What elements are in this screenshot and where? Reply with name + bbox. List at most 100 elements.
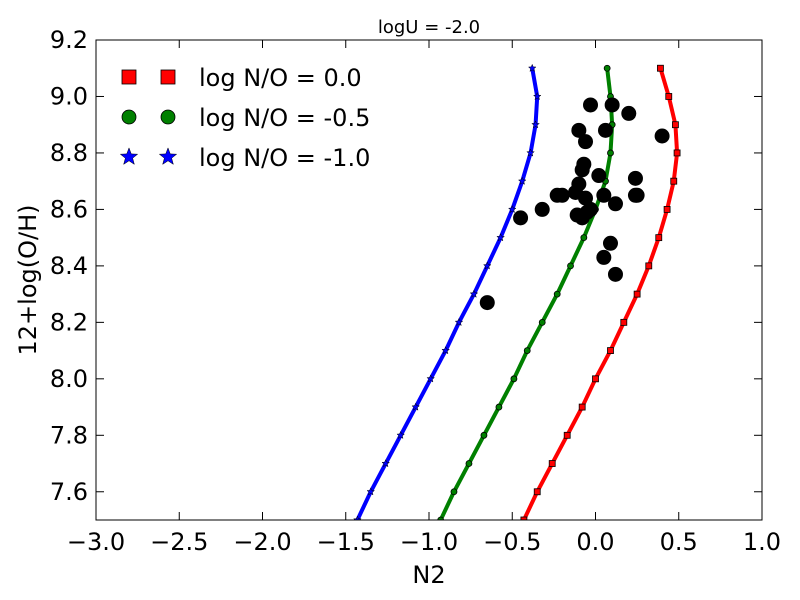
series-1-marker-10 xyxy=(580,234,588,242)
series-2-marker-7 xyxy=(454,317,464,327)
series-2-marker-4 xyxy=(411,402,421,411)
x-axis-label: N2 xyxy=(412,561,445,589)
series-2-marker-16 xyxy=(527,63,537,72)
series-1-marker-5 xyxy=(510,375,518,383)
legend-label-2: log N/O = -1.0 xyxy=(199,144,370,172)
x-tick-label-1: −2.5 xyxy=(150,528,208,556)
y-tick-label-8: 9.2 xyxy=(50,26,88,54)
series-2-marker-14 xyxy=(531,120,540,129)
series-1-marker-8 xyxy=(553,290,561,298)
series-2-marker-15 xyxy=(532,91,542,101)
legend-marker-1-b xyxy=(160,109,176,125)
series-1-marker-4 xyxy=(495,403,503,411)
x-tick-label-2: −2.0 xyxy=(233,528,291,556)
observation-point-21 xyxy=(607,196,623,212)
series-2-marker-12 xyxy=(517,176,527,185)
series-1-marker-6 xyxy=(523,347,531,354)
y-tick-label-1: 7.8 xyxy=(50,421,88,449)
series-2-marker-11 xyxy=(507,204,517,214)
y-tick-label-3: 8.2 xyxy=(50,308,88,336)
legend-entry-2: log N/O = -1.0 xyxy=(119,144,370,172)
series-2-marker-13 xyxy=(526,148,535,157)
observation-point-14 xyxy=(571,122,587,138)
series-0-marker-9 xyxy=(645,262,653,270)
x-tick-label-5: −0.5 xyxy=(483,528,541,556)
series-1-marker-13 xyxy=(607,149,614,157)
series-2-marker-3 xyxy=(396,430,406,440)
x-tick-label-3: −1.5 xyxy=(317,528,375,556)
y-tick-label-6: 8.8 xyxy=(50,139,88,167)
series-0-marker-16 xyxy=(657,64,664,72)
legend-label-0: log N/O = 0.0 xyxy=(199,64,362,92)
observation-point-4 xyxy=(554,187,570,203)
x-tick-label-0: −3.0 xyxy=(67,528,125,556)
series-2-marker-2 xyxy=(381,458,391,468)
series-0-marker-4 xyxy=(578,403,586,411)
legend: log N/O = 0.0 log N/O = -0.5 log N/O = -1.… xyxy=(119,64,370,172)
legend-marker-0-a xyxy=(121,69,137,85)
series-0-marker-15 xyxy=(665,93,673,100)
observation-point-1 xyxy=(513,210,529,226)
observation-point-2 xyxy=(534,201,550,217)
series-2-marker-10 xyxy=(496,233,505,242)
series-1-marker-3 xyxy=(480,431,488,439)
observation-point-26 xyxy=(627,170,643,186)
x-tick-label-4: −1.0 xyxy=(400,528,458,556)
series-0-marker-8 xyxy=(633,290,641,298)
legend-entry-0: log N/O = 0.0 xyxy=(121,64,362,92)
observation-point-15 xyxy=(578,134,594,150)
tick-layer: −3.0 −2.5 −2.0 −1.5 −1.0 −0.5 0.0 0.5 1.0 7.6 7.8 8… xyxy=(50,26,781,556)
series-0 xyxy=(520,64,681,520)
y-tick-label-2: 8.0 xyxy=(50,365,88,393)
observations-layer xyxy=(479,97,670,311)
legend-marker-2-b xyxy=(158,147,178,165)
legend-label-1: log N/O = -0.5 xyxy=(199,104,370,132)
y-tick-label-4: 8.4 xyxy=(50,252,88,280)
series-2-marker-1 xyxy=(366,487,376,496)
series-2-marker-6 xyxy=(441,345,451,355)
x-tick-label-8: 1.0 xyxy=(743,528,781,556)
series-2-marker-9 xyxy=(482,261,492,270)
series-layer xyxy=(353,63,681,520)
series-0-marker-11 xyxy=(663,206,671,213)
series-2-marker-5 xyxy=(426,374,436,383)
observation-point-18 xyxy=(596,187,612,203)
series-0-marker-1 xyxy=(533,488,541,496)
series-0-marker-12 xyxy=(670,177,678,185)
series-0-marker-13 xyxy=(673,149,681,157)
series-0-marker-14 xyxy=(672,121,679,129)
series-0-marker-6 xyxy=(607,347,614,354)
observation-point-11 xyxy=(578,190,594,206)
series-2-marker-0 xyxy=(353,515,362,520)
series-0-marker-5 xyxy=(592,375,599,383)
series-2-marker-8 xyxy=(469,289,479,298)
y-axis-label: 12+log(O/H) xyxy=(14,205,42,356)
observation-point-10 xyxy=(583,201,599,217)
legend-entry-1: log N/O = -0.5 xyxy=(121,104,370,132)
series-1 xyxy=(437,64,616,520)
observation-point-17 xyxy=(591,168,607,184)
x-tick-label-7: 0.5 xyxy=(660,528,698,556)
y-tick-label-5: 8.6 xyxy=(50,195,88,223)
observation-point-20 xyxy=(604,97,620,113)
legend-marker-2-a xyxy=(119,147,139,165)
observation-point-19 xyxy=(597,122,613,138)
observation-point-29 xyxy=(654,128,670,144)
observation-point-22 xyxy=(602,235,618,251)
observation-point-13 xyxy=(574,162,590,178)
observation-point-16 xyxy=(583,97,599,113)
x-tick-label-6: 0.0 xyxy=(576,528,614,556)
observation-point-25 xyxy=(621,105,637,121)
series-1-marker-1 xyxy=(450,488,458,496)
series-1-marker-2 xyxy=(465,460,473,467)
series-0-marker-7 xyxy=(620,318,628,326)
observation-point-24 xyxy=(607,266,623,282)
observation-point-0 xyxy=(479,295,495,311)
series-1-marker-16 xyxy=(603,64,611,72)
series-0-marker-10 xyxy=(655,234,663,242)
chart-title: logU = -2.0 xyxy=(378,17,480,38)
series-2 xyxy=(353,63,542,520)
observation-point-28 xyxy=(629,187,645,203)
plot-background xyxy=(96,40,762,520)
